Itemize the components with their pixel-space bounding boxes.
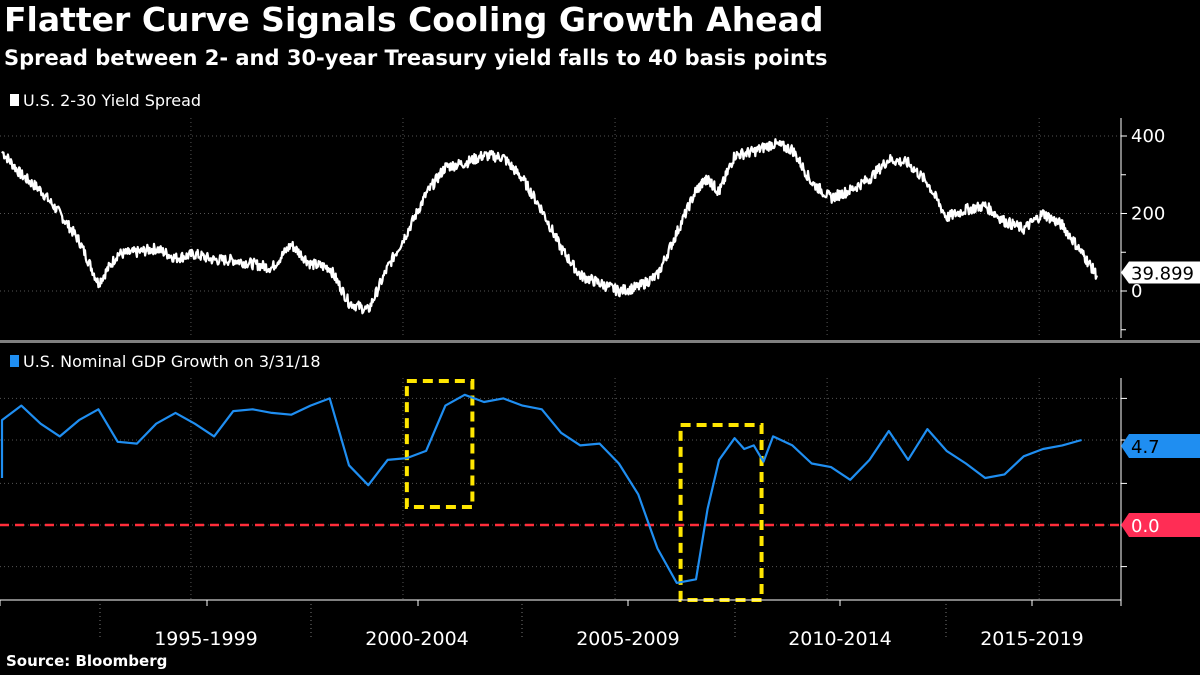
gdp-legend: U.S. Nominal GDP Growth on 3/31/18 <box>10 352 321 371</box>
vertical-gridlines <box>190 118 1040 600</box>
highlight-box-0 <box>404 379 475 509</box>
highlight-box-1 <box>678 423 764 602</box>
x-tick-label-2005-2009: 2005-2009 <box>576 628 680 650</box>
panel-separator <box>0 340 1200 343</box>
chart-title: Flatter Curve Signals Cooling Growth Ahe… <box>4 0 824 39</box>
zero-value-tag: 0.0 <box>1121 513 1200 537</box>
gdp-legend-swatch <box>10 355 19 367</box>
gdp-panel: U.S. Nominal GDP Growth on 3/31/18 4.7 0… <box>0 352 1200 602</box>
spread-last-value-label: 39.899 <box>1131 264 1194 285</box>
chart-subtitle: Spread between 2- and 30-year Treasury y… <box>4 46 828 70</box>
spread-y-tick-label-0: 400 <box>1131 126 1165 147</box>
x-ticks <box>0 600 1122 640</box>
spread-legend-swatch <box>10 94 19 106</box>
spread-y-tick-label-2: 0 <box>1131 281 1142 302</box>
x-tick-label-2010-2014: 2010-2014 <box>788 628 892 650</box>
source-note: Source: Bloomberg <box>6 652 168 670</box>
gdp-horizontal-gridlines <box>0 397 1121 568</box>
gdp-last-value-tag-shape <box>1121 434 1200 458</box>
spread-last-value-tag-shape <box>1121 261 1200 284</box>
gdp-last-value-label: 4.7 <box>1131 437 1160 458</box>
x-axis: 1995-1999 2000-2004 2005-2009 2010-2014 … <box>0 599 1122 650</box>
spread-y-tick-label-1: 200 <box>1131 204 1165 225</box>
chart-area: U.S. 2-30 Yield Spread 400 200 0 39.899 U.… <box>0 91 1200 650</box>
spread-legend-label: U.S. 2-30 Yield Spread <box>23 91 201 110</box>
x-tick-label-2015-2019: 2015-2019 <box>980 628 1084 650</box>
spread-legend: U.S. 2-30 Yield Spread <box>10 91 201 110</box>
gdp-series-line <box>0 393 1082 584</box>
x-tick-label-2000-2004: 2000-2004 <box>365 628 469 650</box>
gdp-last-value-tag: 4.7 <box>1121 434 1200 458</box>
x-tick-label-1995-1999: 1995-1999 <box>154 628 258 650</box>
gdp-legend-label: U.S. Nominal GDP Growth on 3/31/18 <box>23 352 321 371</box>
spread-horizontal-gridlines <box>0 135 1121 292</box>
spread-panel: U.S. 2-30 Yield Spread 400 200 0 39.899 <box>0 91 1200 338</box>
zero-value-tag-shape <box>1121 513 1200 537</box>
spread-last-value-tag: 39.899 <box>1121 261 1200 285</box>
spread-y-ticks: 400 200 0 <box>1121 126 1165 331</box>
gdp-y-ticks <box>1121 397 1127 568</box>
spread-series-line <box>1 138 1099 315</box>
zero-value-label: 0.0 <box>1131 516 1160 537</box>
highlight-boxes <box>404 379 764 602</box>
